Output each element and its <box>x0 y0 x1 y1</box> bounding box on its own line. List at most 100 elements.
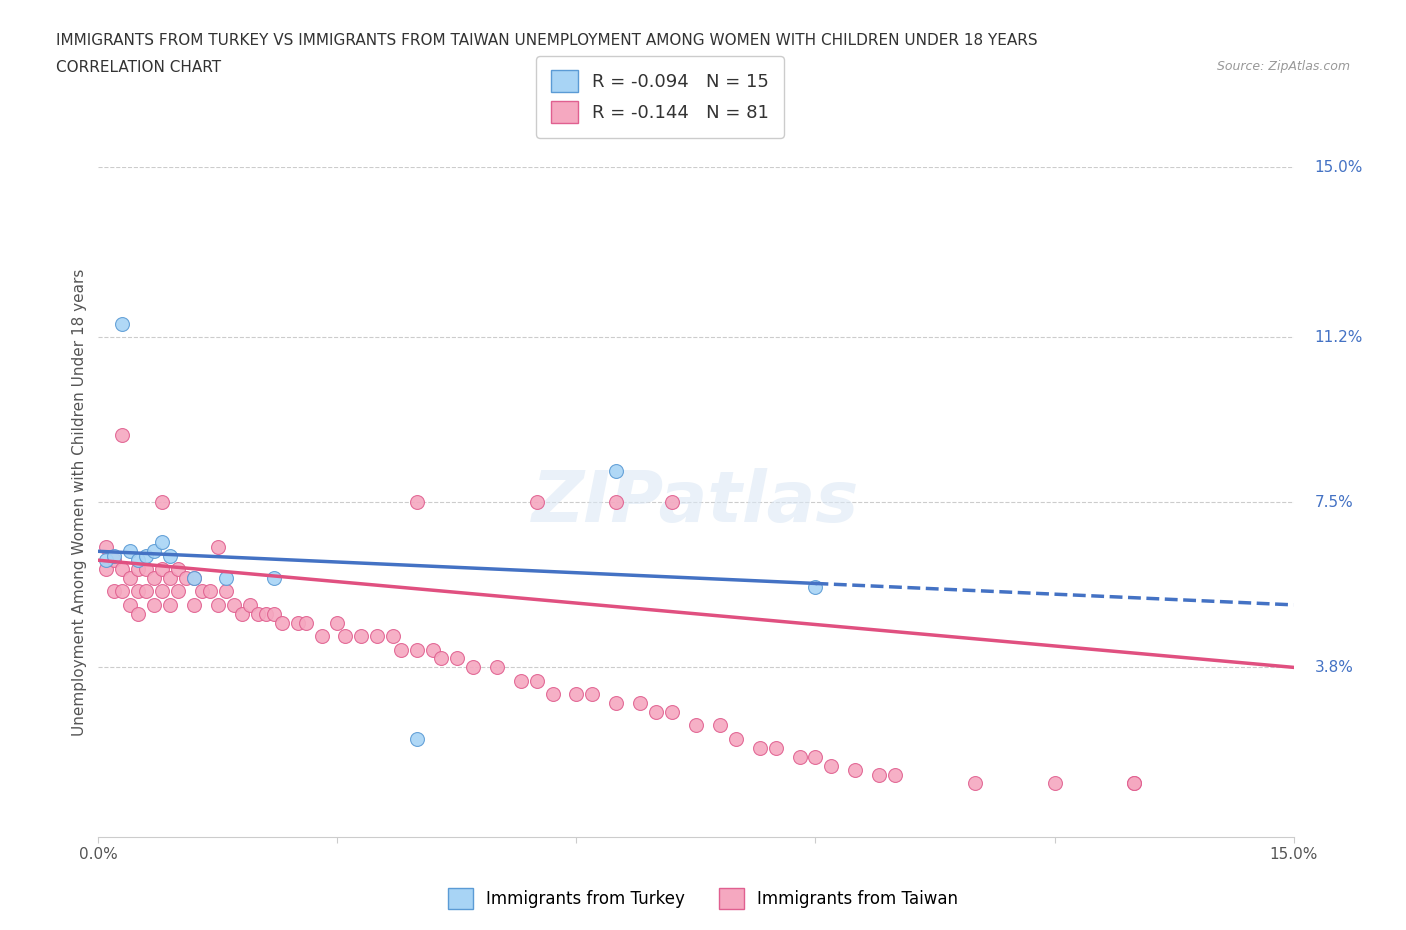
Point <box>167 562 190 577</box>
Point <box>143 571 166 586</box>
Point <box>127 562 149 577</box>
Legend: R = -0.094   N = 15, R = -0.144   N = 81: R = -0.094 N = 15, R = -0.144 N = 81 <box>537 56 783 138</box>
Point <box>111 316 134 331</box>
Point <box>143 597 166 612</box>
Point <box>120 571 142 586</box>
Point <box>605 495 627 510</box>
Point <box>628 696 651 711</box>
Point <box>120 544 142 559</box>
Point <box>724 731 747 746</box>
Point <box>335 629 357 644</box>
Point <box>406 495 429 510</box>
Point <box>1123 776 1146 790</box>
Text: 7.5%: 7.5% <box>1315 495 1354 510</box>
Point <box>191 584 214 599</box>
Point <box>748 740 770 755</box>
Y-axis label: Unemployment Among Women with Children Under 18 years: Unemployment Among Women with Children U… <box>72 269 87 736</box>
Point <box>183 571 205 586</box>
Point <box>565 686 588 701</box>
Point <box>605 696 627 711</box>
Point <box>150 535 173 550</box>
Point <box>422 642 444 657</box>
Point <box>389 642 412 657</box>
Legend: Immigrants from Turkey, Immigrants from Taiwan: Immigrants from Turkey, Immigrants from … <box>440 880 966 917</box>
Point <box>143 544 166 559</box>
Point <box>135 562 157 577</box>
Point <box>239 597 262 612</box>
Point <box>127 606 149 621</box>
Point <box>661 495 683 510</box>
Point <box>765 740 787 755</box>
Point <box>103 549 125 564</box>
Point <box>263 571 285 586</box>
Point <box>789 750 811 764</box>
Point <box>231 606 253 621</box>
Point <box>174 571 197 586</box>
Text: CORRELATION CHART: CORRELATION CHART <box>56 60 221 75</box>
Point <box>207 597 229 612</box>
Point <box>103 584 125 599</box>
Point <box>526 673 548 688</box>
Point <box>446 651 468 666</box>
Point <box>198 584 221 599</box>
Point <box>868 767 890 782</box>
Point <box>287 616 309 631</box>
Point <box>263 606 285 621</box>
Point <box>294 616 316 631</box>
Point <box>111 428 134 443</box>
Point <box>135 584 157 599</box>
Point <box>159 597 181 612</box>
Point <box>254 606 277 621</box>
Point <box>581 686 603 701</box>
Point <box>311 629 333 644</box>
Point <box>382 629 405 644</box>
Point <box>103 552 125 567</box>
Point <box>685 718 707 733</box>
Point <box>1043 776 1066 790</box>
Point <box>150 562 173 577</box>
Point <box>709 718 731 733</box>
Text: 15.0%: 15.0% <box>1315 160 1362 175</box>
Point <box>120 597 142 612</box>
Point <box>485 660 508 675</box>
Point <box>159 549 181 564</box>
Point <box>111 584 134 599</box>
Point <box>270 616 292 631</box>
Point <box>127 552 149 567</box>
Point <box>661 705 683 720</box>
Point <box>215 584 238 599</box>
Point <box>159 571 181 586</box>
Point <box>406 731 429 746</box>
Point <box>804 579 827 594</box>
Point <box>884 767 907 782</box>
Point <box>150 495 173 510</box>
Point <box>366 629 388 644</box>
Point <box>96 539 118 554</box>
Point <box>246 606 269 621</box>
Point <box>111 562 134 577</box>
Point <box>135 549 157 564</box>
Point <box>326 616 349 631</box>
Text: 3.8%: 3.8% <box>1315 660 1354 675</box>
Point <box>207 539 229 554</box>
Point <box>222 597 245 612</box>
Point <box>963 776 986 790</box>
Point <box>406 642 429 657</box>
Point <box>605 463 627 478</box>
Point <box>509 673 531 688</box>
Text: Source: ZipAtlas.com: Source: ZipAtlas.com <box>1216 60 1350 73</box>
Point <box>183 597 205 612</box>
Point <box>820 758 842 773</box>
Point <box>804 750 827 764</box>
Point <box>844 763 866 777</box>
Point <box>1123 776 1146 790</box>
Text: 11.2%: 11.2% <box>1315 329 1362 344</box>
Text: ZIPatlas: ZIPatlas <box>533 468 859 537</box>
Point <box>150 584 173 599</box>
Point <box>215 571 238 586</box>
Point <box>541 686 564 701</box>
Point <box>350 629 373 644</box>
Text: IMMIGRANTS FROM TURKEY VS IMMIGRANTS FROM TAIWAN UNEMPLOYMENT AMONG WOMEN WITH C: IMMIGRANTS FROM TURKEY VS IMMIGRANTS FRO… <box>56 33 1038 47</box>
Point <box>96 552 118 567</box>
Point <box>127 584 149 599</box>
